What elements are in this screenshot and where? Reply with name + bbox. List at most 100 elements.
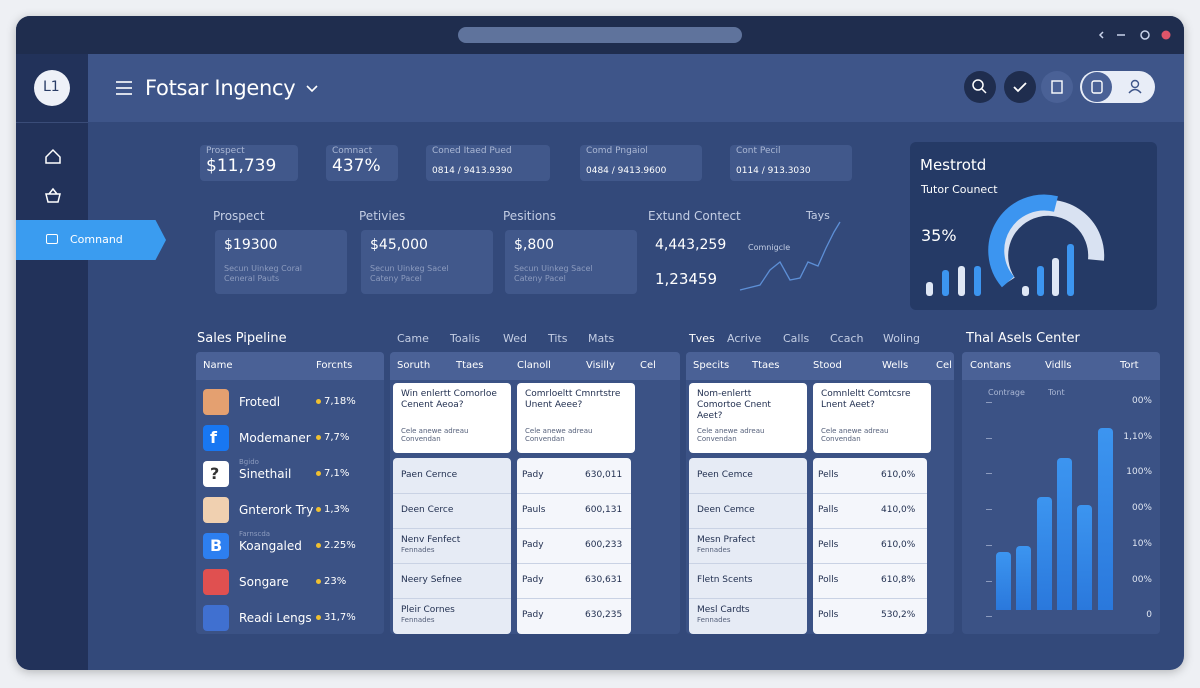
widget-bar <box>942 270 949 296</box>
tick-label: 00% <box>1131 396 1152 406</box>
cell-name: Mesl Cardts <box>697 605 750 615</box>
row-value: 7,1% <box>324 468 350 479</box>
row-badge: ? <box>210 464 220 483</box>
pipeline-header <box>196 352 384 380</box>
status-dot <box>316 579 321 584</box>
section-tab: Woling <box>883 332 921 345</box>
row-note: Bgido <box>239 458 259 466</box>
kpi-card[interactable] <box>200 145 298 181</box>
row-avatar <box>203 569 229 595</box>
task-card[interactable] <box>689 383 807 453</box>
cell-type: Polls <box>818 610 839 620</box>
row-name: Modemaner <box>239 431 311 445</box>
kpi-value: $11,739 <box>206 156 277 176</box>
kpi-label: Prospect <box>206 146 245 156</box>
row-name: Frotedl <box>239 395 281 409</box>
brand-title: Fotsar Ingency <box>145 76 296 100</box>
bar <box>1036 497 1052 610</box>
row-divider <box>689 598 807 599</box>
cell-note: Fennades <box>401 546 435 554</box>
row-value: 7,7% <box>324 432 350 443</box>
board-header <box>390 352 680 380</box>
row-avatar <box>203 425 229 451</box>
column-header: Contans <box>970 360 1012 371</box>
address-bar[interactable] <box>458 27 742 43</box>
grid-tick <box>986 402 992 403</box>
bar <box>1056 458 1072 610</box>
cell-value: 610,8% <box>881 575 916 585</box>
section-title: Sales Pipeline <box>197 331 287 346</box>
extra-value: 1,23459 <box>655 270 718 288</box>
row-avatar <box>203 497 229 523</box>
summary-value: $,800 <box>514 237 555 253</box>
nav-active-label: Comnand <box>70 233 123 246</box>
summary-note: Secun Uinkeg Sacel Cateny Pacel <box>514 264 593 283</box>
tick-label: 1,10% <box>1123 431 1152 442</box>
row-divider <box>813 563 927 564</box>
card-title: Nom-enlertt Comortoe Cnent Aeet? <box>697 389 771 421</box>
grid-tick <box>986 580 992 582</box>
widget-bar <box>1022 286 1029 296</box>
kpi-card[interactable] <box>580 145 702 181</box>
kpi-card[interactable] <box>730 145 852 181</box>
cell-type: Pady <box>522 575 544 585</box>
row-name: Songare <box>239 575 289 589</box>
row-divider <box>393 493 511 494</box>
summary-note: Secun Uinkeg Sacel Cateny Pacel <box>370 264 449 283</box>
row-divider <box>517 493 631 494</box>
cell-name: Peen Cemce <box>697 470 753 480</box>
nav-active[interactable] <box>16 220 166 260</box>
cell-note: Fennades <box>697 616 731 624</box>
sidebar-divider <box>16 122 88 123</box>
task-card[interactable] <box>813 383 931 453</box>
board-header <box>686 352 954 380</box>
card-note: Cele anewe adreau Convendan <box>525 427 593 444</box>
status-dot <box>316 507 321 512</box>
cell-note: Fennades <box>697 546 731 554</box>
kpi-value: 0114 / 913.3030 <box>736 166 811 176</box>
cell-type: Pauls <box>522 505 546 515</box>
card-note: Cele anewe adreau Convendan <box>401 427 469 444</box>
bar <box>996 552 1011 610</box>
row-value: 7,18% <box>324 396 356 407</box>
row-divider <box>517 528 631 529</box>
row-avatar <box>203 389 229 415</box>
section-tab: Acrive <box>727 332 762 345</box>
column-header: Clanoll <box>517 360 551 371</box>
row-divider <box>393 528 511 529</box>
kpi-card[interactable] <box>426 145 550 181</box>
row-value: 1,3% <box>324 504 350 515</box>
section-tab: Came <box>397 332 429 345</box>
grid-tick <box>986 509 992 511</box>
cell-name: Pleir Cornes <box>401 605 455 615</box>
legend-label: Contrage <box>988 388 1025 397</box>
summary-card <box>215 230 347 294</box>
column-header: Wells <box>882 360 909 371</box>
task-card[interactable] <box>393 383 511 453</box>
column-header: Cel <box>936 360 952 371</box>
kpi-label: Comd Pngaiol <box>586 146 648 156</box>
board-cells <box>517 458 631 634</box>
cell-value: 600,233 <box>585 540 623 550</box>
extra-note: Comnigcle <box>748 243 791 252</box>
section-tab: Calls <box>783 332 810 345</box>
row-divider <box>813 598 927 599</box>
cell-name: Nenv Fenfect <box>401 535 461 545</box>
tick-label: 100% <box>1126 467 1152 478</box>
board-cells <box>393 458 511 634</box>
section-tab: Wed <box>503 332 527 345</box>
kpi-label: Cont Pecil <box>736 146 781 156</box>
summary-card <box>361 230 493 294</box>
status-dot <box>316 615 321 620</box>
widget-bar <box>926 282 933 296</box>
row-divider <box>689 528 807 529</box>
cell-type: Pady <box>522 470 544 480</box>
kpi-card[interactable] <box>326 145 398 181</box>
status-dot <box>316 471 321 476</box>
sidebar <box>16 54 88 670</box>
grid-tick <box>986 616 992 618</box>
task-card[interactable] <box>517 383 635 453</box>
section-tab: Ccach <box>830 332 864 345</box>
cell-name: Neery Sefnee <box>401 575 462 585</box>
